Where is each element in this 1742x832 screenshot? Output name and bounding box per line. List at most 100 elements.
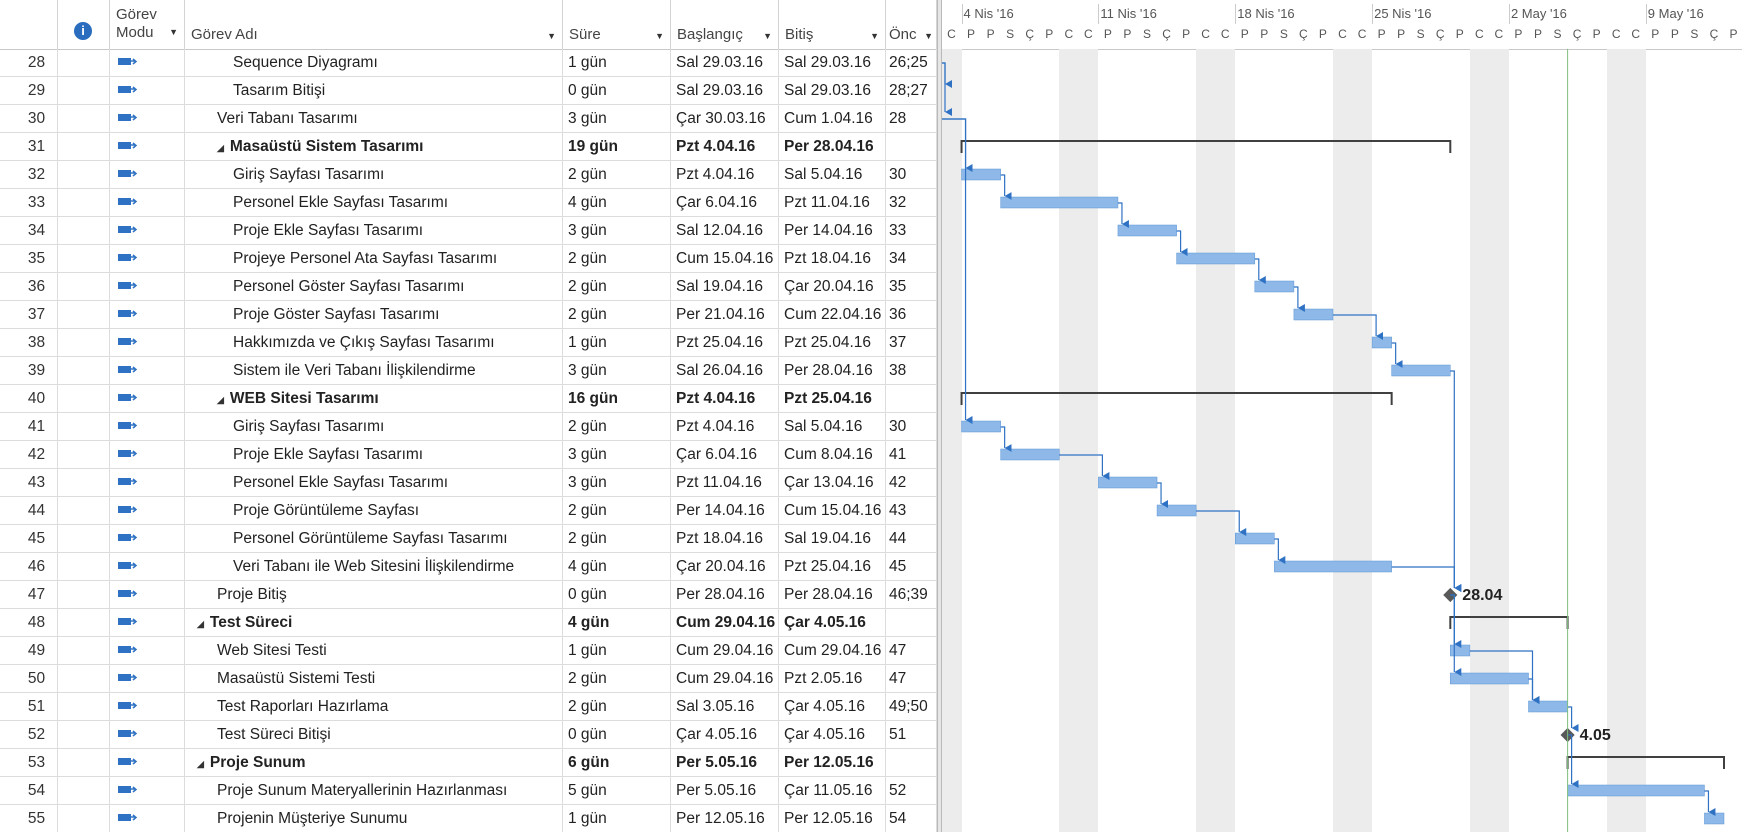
task-name-cell[interactable]: Giriş Sayfası Tasarımı (185, 161, 563, 188)
predecessors-cell[interactable]: 42 (886, 469, 937, 496)
task-name-cell[interactable]: Proje Görüntüleme Sayfası (185, 497, 563, 524)
collapse-triangle-icon[interactable]: ◢ (217, 143, 224, 153)
task-name-cell[interactable]: Proje Sunum Materyallerinin Hazırlanması (185, 777, 563, 804)
dependency-link[interactable] (1254, 258, 1266, 284)
predecessors-cell[interactable]: 52 (886, 777, 937, 804)
finish-cell[interactable]: Pzt 11.04.16 (779, 189, 886, 216)
milestone-label[interactable]: 4.05 (1580, 727, 1611, 744)
duration-cell[interactable]: 1 gün (563, 49, 671, 76)
task-name-cell[interactable]: Personel Ekle Sayfası Tasarımı (185, 469, 563, 496)
duration-cell[interactable]: 2 gün (563, 525, 671, 552)
finish-cell[interactable]: Per 12.05.16 (779, 805, 886, 832)
task-name-cell[interactable]: Projenin Müşteriye Sunumu (185, 805, 563, 832)
task-mode-cell[interactable] (110, 525, 185, 552)
row-id[interactable]: 38 (0, 329, 58, 356)
predecessors-cell[interactable]: 26;25 (886, 49, 937, 76)
dependency-link[interactable] (942, 118, 973, 424)
start-cell[interactable]: Pzt 4.04.16 (671, 133, 779, 160)
duration-cell[interactable]: 1 gün (563, 637, 671, 664)
duration-cell[interactable]: 0 gün (563, 581, 671, 608)
task-mode-cell[interactable] (110, 273, 185, 300)
dependency-link[interactable] (1450, 370, 1462, 592)
task-bar[interactable] (1117, 224, 1177, 237)
predecessors-cell[interactable]: 36 (886, 301, 937, 328)
start-cell[interactable]: Çar 4.05.16 (671, 721, 779, 748)
task-name-cell[interactable]: Proje Ekle Sayfası Tasarımı (185, 217, 563, 244)
table-row[interactable]: 46 Veri Tabanı ile Web Sitesini İlişkilen… (0, 553, 937, 581)
row-id[interactable]: 34 (0, 217, 58, 244)
predecessors-cell[interactable]: 35 (886, 273, 937, 300)
duration-cell[interactable]: 2 gün (563, 497, 671, 524)
table-row[interactable]: 39 Sistem ile Veri Tabanı İlişkilendirme 3… (0, 357, 937, 385)
dependency-link[interactable] (1117, 202, 1129, 228)
start-cell[interactable]: Per 14.04.16 (671, 497, 779, 524)
dependency-link[interactable] (1333, 314, 1384, 340)
task-mode-cell[interactable] (110, 161, 185, 188)
start-cell[interactable]: Pzt 18.04.16 (671, 525, 779, 552)
duration-cell[interactable]: 3 gün (563, 441, 671, 468)
task-bar[interactable] (1000, 448, 1060, 461)
predecessors-cell[interactable]: 54 (886, 805, 937, 832)
filter-dropdown-icon[interactable]: ▼ (547, 31, 556, 41)
start-cell[interactable]: Çar 30.03.16 (671, 105, 779, 132)
task-bar[interactable] (1450, 672, 1529, 685)
task-mode-cell[interactable] (110, 189, 185, 216)
header-predecessors[interactable]: Önc ▼ (886, 0, 937, 49)
task-name-cell[interactable]: Masaüstü Sistemi Testi (185, 665, 563, 692)
dependency-link[interactable] (1293, 286, 1305, 312)
duration-cell[interactable]: 0 gün (563, 77, 671, 104)
start-cell[interactable]: Pzt 25.04.16 (671, 329, 779, 356)
table-row[interactable]: 34 Proje Ekle Sayfası Tasarımı 3 gün Sal 12… (0, 217, 937, 245)
task-name-cell[interactable]: Web Sitesi Testi (185, 637, 563, 664)
table-row[interactable]: 36 Personel Göster Sayfası Tasarımı 2 gün S… (0, 273, 937, 301)
task-name-cell[interactable]: Veri Tabanı Tasarımı (185, 105, 563, 132)
start-cell[interactable]: Per 5.05.16 (671, 777, 779, 804)
predecessors-cell[interactable]: 28;27 (886, 77, 937, 104)
row-id[interactable]: 42 (0, 441, 58, 468)
filter-dropdown-icon[interactable]: ▼ (655, 31, 664, 41)
finish-cell[interactable]: Çar 4.05.16 (779, 693, 886, 720)
predecessors-cell[interactable]: 37 (886, 329, 937, 356)
table-row[interactable]: 55 Projenin Müşteriye Sunumu 1 gün Per 12.0… (0, 805, 937, 832)
duration-cell[interactable]: 2 gün (563, 693, 671, 720)
task-mode-cell[interactable] (110, 413, 185, 440)
task-name-cell[interactable]: ◢ WEB Sitesi Tasarımı (185, 385, 563, 412)
start-cell[interactable]: Cum 29.04.16 (671, 637, 779, 664)
dependency-link[interactable] (1391, 342, 1403, 368)
predecessors-cell[interactable]: 43 (886, 497, 937, 524)
duration-cell[interactable]: 2 gün (563, 273, 671, 300)
task-bar[interactable] (1098, 476, 1158, 489)
table-row[interactable]: 31 ◢ Masaüstü Sistem Tasarımı 19 gün Pzt 4.0… (0, 133, 937, 161)
predecessors-cell[interactable]: 30 (886, 161, 937, 188)
summary-bar[interactable] (960, 392, 1393, 405)
start-cell[interactable]: Pzt 4.04.16 (671, 413, 779, 440)
row-id[interactable]: 48 (0, 609, 58, 636)
task-bar[interactable] (1450, 644, 1471, 657)
start-cell[interactable]: Pzt 4.04.16 (671, 161, 779, 188)
header-task-mode[interactable]: Görev Modu ▼ (110, 0, 185, 49)
predecessors-cell[interactable]: 47 (886, 637, 937, 664)
task-bar[interactable] (1293, 308, 1334, 321)
task-bar[interactable] (1176, 252, 1256, 265)
task-mode-cell[interactable] (110, 217, 185, 244)
task-mode-cell[interactable] (110, 77, 185, 104)
row-id[interactable]: 39 (0, 357, 58, 384)
dependency-link[interactable] (1567, 706, 1579, 732)
start-cell[interactable]: Per 5.05.16 (671, 749, 779, 776)
finish-cell[interactable]: Per 28.04.16 (779, 581, 886, 608)
finish-cell[interactable]: Sal 5.04.16 (779, 413, 886, 440)
predecessors-cell[interactable]: 41 (886, 441, 937, 468)
task-mode-cell[interactable] (110, 665, 185, 692)
collapse-triangle-icon[interactable]: ◢ (197, 759, 204, 769)
row-id[interactable]: 53 (0, 749, 58, 776)
task-mode-cell[interactable] (110, 385, 185, 412)
task-mode-cell[interactable] (110, 301, 185, 328)
task-bar[interactable] (1235, 532, 1275, 545)
summary-bar[interactable] (1449, 616, 1569, 629)
predecessors-cell[interactable] (886, 609, 937, 636)
row-id[interactable]: 46 (0, 553, 58, 580)
finish-cell[interactable]: Per 28.04.16 (779, 357, 886, 384)
task-mode-cell[interactable] (110, 105, 185, 132)
dependency-link[interactable] (1274, 538, 1286, 564)
task-bar[interactable] (1156, 504, 1197, 517)
